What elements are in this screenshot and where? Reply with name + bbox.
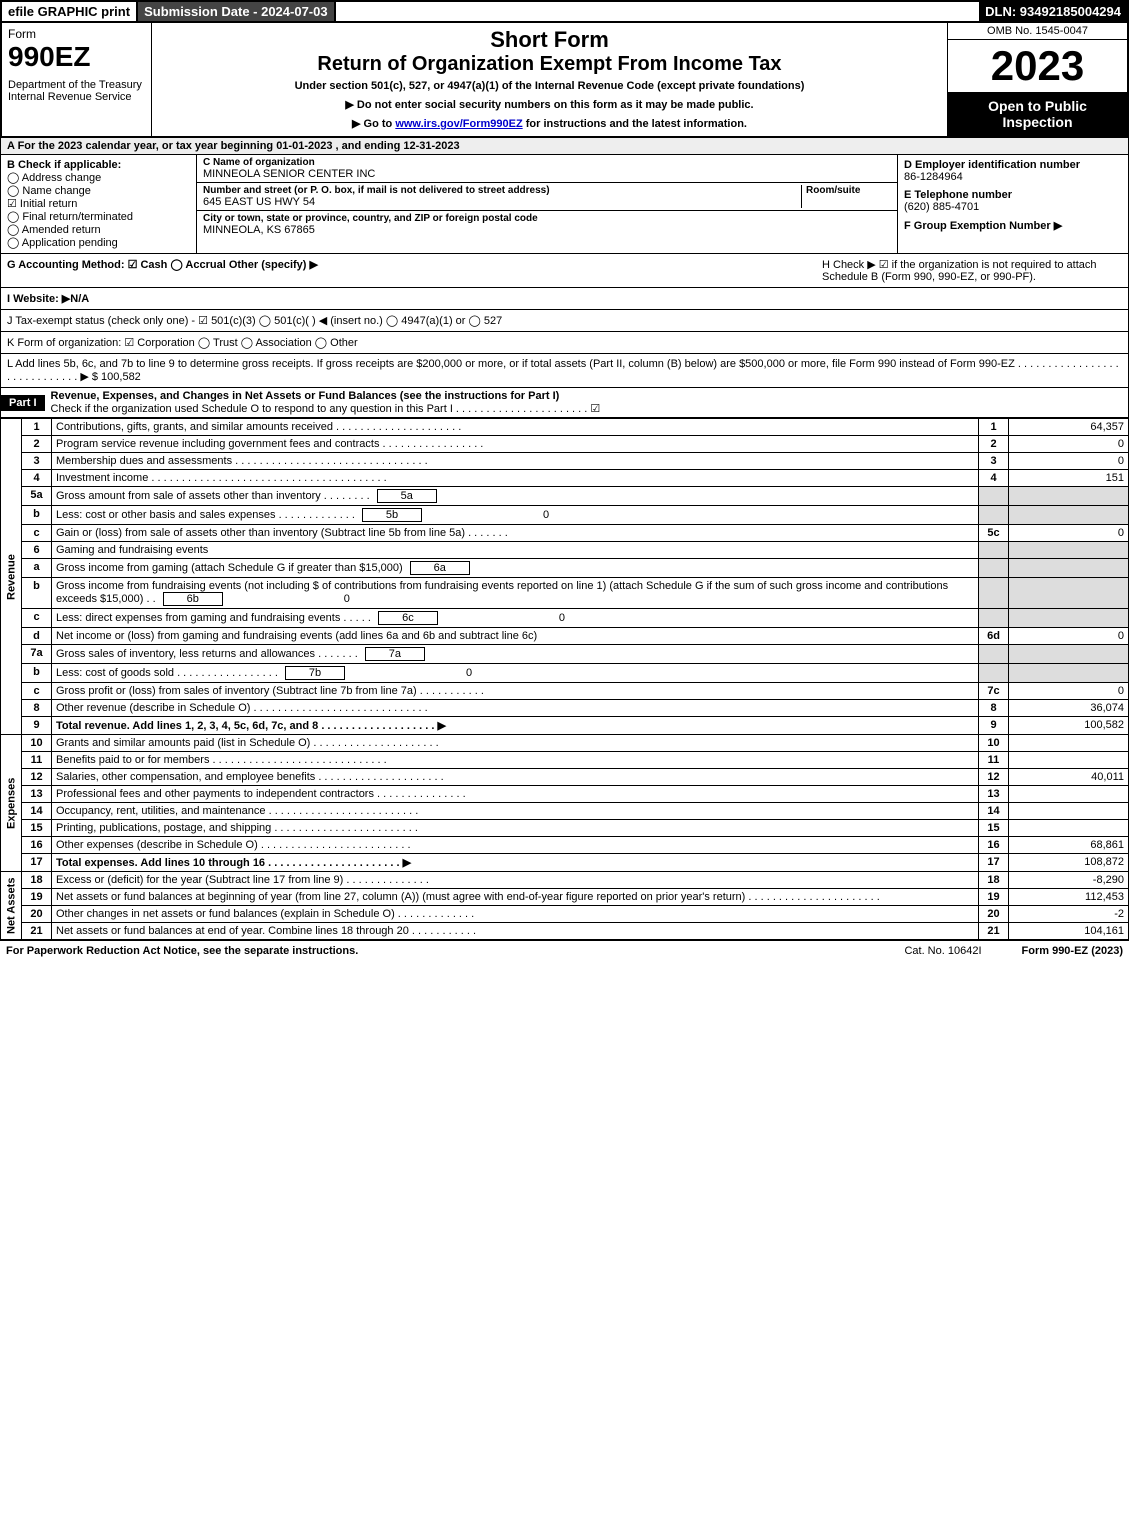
b-title: B Check if applicable:	[7, 159, 190, 171]
amt-18: -8,290	[1009, 872, 1129, 889]
part1-label: Part I	[1, 395, 45, 411]
cat-no: Cat. No. 10642I	[904, 945, 981, 957]
row-l: L Add lines 5b, 6c, and 7b to line 9 to …	[0, 354, 1129, 388]
chk-final[interactable]: ◯ Final return/terminated	[7, 210, 190, 223]
amt-21: 104,161	[1009, 923, 1129, 940]
ssn-note: ▶ Do not enter social security numbers o…	[160, 98, 939, 111]
part1-header: Part I Revenue, Expenses, and Changes in…	[0, 388, 1129, 418]
form-header-block: Form 990EZ Department of the Treasury In…	[0, 23, 1129, 138]
org-name-label: C Name of organization	[203, 157, 891, 168]
form-rev: Form 990-EZ (2023)	[1022, 945, 1123, 957]
dept-label: Department of the Treasury Internal Reve…	[8, 79, 145, 103]
form-number: 990EZ	[8, 41, 145, 73]
form-id-col: Form 990EZ Department of the Treasury In…	[2, 23, 152, 136]
amt-6d: 0	[1009, 628, 1129, 645]
amt-5c: 0	[1009, 525, 1129, 542]
amt-14	[1009, 803, 1129, 820]
amt-8: 36,074	[1009, 700, 1129, 717]
section-c: C Name of organization MINNEOLA SENIOR C…	[196, 155, 898, 253]
org-name-row: C Name of organization MINNEOLA SENIOR C…	[197, 155, 897, 183]
netassets-label: Net Assets	[1, 872, 22, 940]
g-accounting: G Accounting Method: ☑ Cash ◯ Accrual Ot…	[7, 258, 318, 283]
header-bar: efile GRAPHIC print Submission Date - 20…	[0, 0, 1129, 23]
row-j: J Tax-exempt status (check only one) - ☑…	[0, 310, 1129, 332]
h-check: H Check ▶ ☑ if the organization is not r…	[822, 258, 1122, 283]
amt-9: 100,582	[1009, 717, 1129, 735]
section-b: B Check if applicable: ◯ Address change …	[1, 155, 196, 253]
amt-17: 108,872	[1009, 854, 1129, 872]
amt-20: -2	[1009, 906, 1129, 923]
amt-12: 40,011	[1009, 769, 1129, 786]
row-k: K Form of organization: ☑ Corporation ◯ …	[0, 332, 1129, 354]
amt-11	[1009, 752, 1129, 769]
amt-15	[1009, 820, 1129, 837]
part1-title: Revenue, Expenses, and Changes in Net As…	[45, 388, 1128, 417]
short-form-title: Short Form	[160, 27, 939, 53]
ein-label: D Employer identification number	[904, 159, 1080, 171]
irs-link[interactable]: www.irs.gov/Form990EZ	[395, 118, 522, 130]
chk-name[interactable]: ◯ Name change	[7, 184, 190, 197]
revenue-label: Revenue	[1, 419, 22, 735]
amt-2: 0	[1009, 436, 1129, 453]
block-bcd: B Check if applicable: ◯ Address change …	[0, 155, 1129, 254]
pra-notice: For Paperwork Reduction Act Notice, see …	[6, 945, 358, 957]
amt-3: 0	[1009, 453, 1129, 470]
ein-value: 86-1284964	[904, 171, 963, 183]
tel-label: E Telephone number	[904, 189, 1012, 201]
row-gh: G Accounting Method: ☑ Cash ◯ Accrual Ot…	[0, 254, 1129, 288]
amt-16: 68,861	[1009, 837, 1129, 854]
street-label: Number and street (or P. O. box, if mail…	[203, 185, 801, 196]
amt-4: 151	[1009, 470, 1129, 487]
chk-pending[interactable]: ◯ Application pending	[7, 236, 190, 249]
open-public: Open to Public Inspection	[948, 92, 1127, 136]
tax-year: 2023	[948, 40, 1127, 92]
amt-7c: 0	[1009, 683, 1129, 700]
year-col: OMB No. 1545-0047 2023 Open to Public In…	[947, 23, 1127, 136]
return-title: Return of Organization Exempt From Incom…	[160, 53, 939, 76]
city-value: MINNEOLA, KS 67865	[203, 224, 891, 236]
grp-label: F Group Exemption Number ▶	[904, 220, 1062, 232]
goto-note: ▶ Go to www.irs.gov/Form990EZ for instru…	[160, 117, 939, 130]
amt-10	[1009, 735, 1129, 752]
form-word: Form	[8, 27, 145, 41]
city-row: City or town, state or province, country…	[197, 211, 897, 238]
chk-amended[interactable]: ◯ Amended return	[7, 223, 190, 236]
street-value: 645 EAST US HWY 54	[203, 196, 801, 208]
omb-number: OMB No. 1545-0047	[948, 23, 1127, 40]
org-name: MINNEOLA SENIOR CENTER INC	[203, 168, 891, 180]
lines-table: Revenue 1Contributions, gifts, grants, a…	[0, 418, 1129, 940]
amt-19: 112,453	[1009, 889, 1129, 906]
efile-label: efile GRAPHIC print	[2, 2, 138, 21]
row-i: I Website: ▶N/A	[0, 288, 1129, 310]
under-section: Under section 501(c), 527, or 4947(a)(1)…	[160, 80, 939, 92]
street-row: Number and street (or P. O. box, if mail…	[197, 183, 897, 211]
amt-1: 64,357	[1009, 419, 1129, 436]
dln-label: DLN: 93492185004294	[979, 2, 1127, 21]
section-def: D Employer identification number86-12849…	[898, 155, 1128, 253]
expenses-label: Expenses	[1, 735, 22, 872]
tel-value: (620) 885-4701	[904, 201, 979, 213]
row-a: A For the 2023 calendar year, or tax yea…	[0, 138, 1129, 155]
city-label: City or town, state or province, country…	[203, 213, 891, 224]
chk-address[interactable]: ◯ Address change	[7, 171, 190, 184]
footer: For Paperwork Reduction Act Notice, see …	[0, 940, 1129, 961]
amt-13	[1009, 786, 1129, 803]
submission-date: Submission Date - 2024-07-03	[138, 2, 336, 21]
chk-initial[interactable]: ☑ Initial return	[7, 197, 190, 210]
room-label: Room/suite	[806, 185, 891, 196]
title-col: Short Form Return of Organization Exempt…	[152, 23, 947, 136]
